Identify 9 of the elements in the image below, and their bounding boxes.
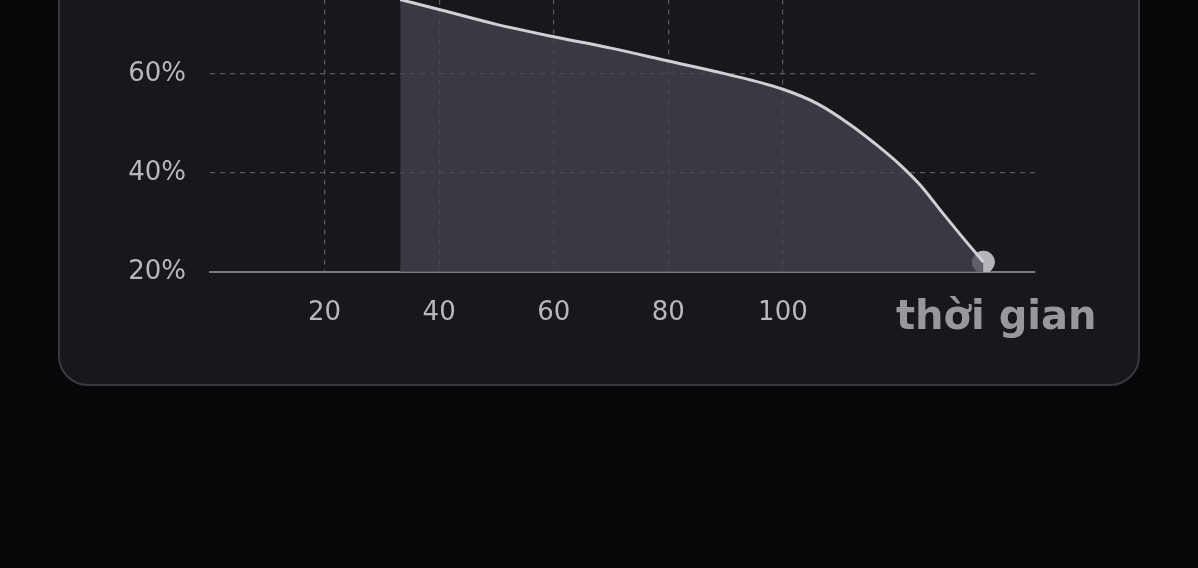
x-tick-label: 100 [758,296,808,327]
x-tick-label: 40 [422,296,456,327]
y-tick-label: 40% [128,155,186,186]
x-tick-label: 80 [651,296,685,327]
x-axis-title: thời gian [896,292,1097,338]
y-tick-label: 20% [128,254,186,285]
x-tick-label: 60 [537,296,571,327]
y-tick-label: 60% [128,56,186,87]
x-tick-label: 20 [308,296,342,327]
